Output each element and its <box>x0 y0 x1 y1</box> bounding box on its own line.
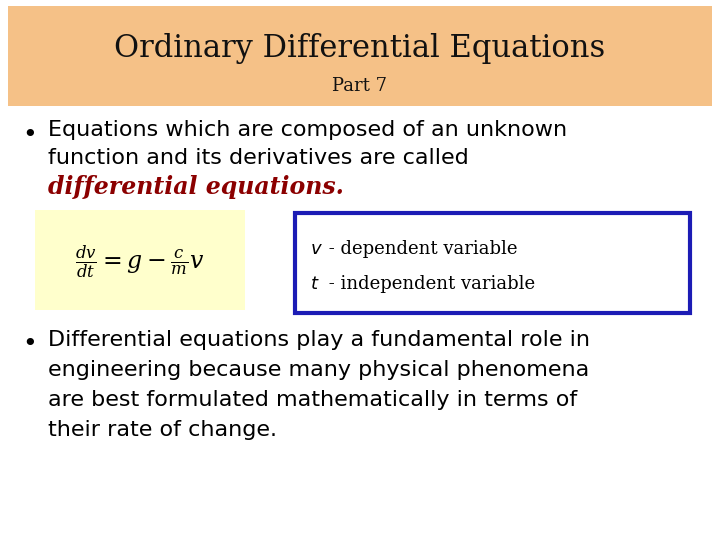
Text: Differential equations play a fundamental role in: Differential equations play a fundamenta… <box>48 330 590 350</box>
Text: their rate of change.: their rate of change. <box>48 420 277 440</box>
FancyBboxPatch shape <box>8 6 712 106</box>
Text: $\frac{dv}{dt} = g - \frac{c}{m}v$: $\frac{dv}{dt} = g - \frac{c}{m}v$ <box>76 244 204 281</box>
Text: are best formulated mathematically in terms of: are best formulated mathematically in te… <box>48 390 577 410</box>
Text: Equations which are composed of an unknown: Equations which are composed of an unkno… <box>48 120 567 140</box>
FancyBboxPatch shape <box>35 210 245 310</box>
Text: •: • <box>22 123 37 147</box>
Text: $t$: $t$ <box>310 275 320 293</box>
Text: - dependent variable: - dependent variable <box>323 240 518 258</box>
Text: Part 7: Part 7 <box>333 77 387 95</box>
Text: function and its derivatives are called: function and its derivatives are called <box>48 148 469 168</box>
FancyBboxPatch shape <box>295 213 690 313</box>
Text: •: • <box>22 332 37 356</box>
Text: differential equations.: differential equations. <box>48 175 344 199</box>
Text: engineering because many physical phenomena: engineering because many physical phenom… <box>48 360 589 380</box>
Text: $v$: $v$ <box>310 240 323 258</box>
Text: Ordinary Differential Equations: Ordinary Differential Equations <box>114 32 606 64</box>
Text: - independent variable: - independent variable <box>323 275 535 293</box>
